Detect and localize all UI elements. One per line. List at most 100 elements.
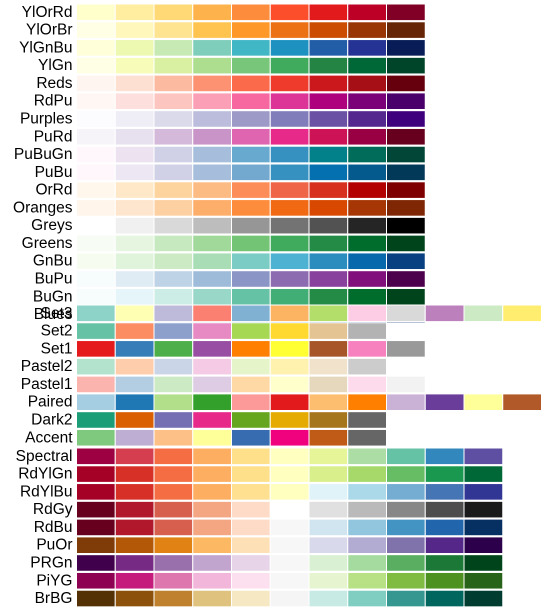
- palette-label: RdYlBu: [20, 483, 73, 500]
- palette-label: Reds: [36, 75, 72, 92]
- color-swatch: [386, 270, 426, 288]
- color-swatch: [308, 92, 349, 111]
- color-swatch: [269, 56, 310, 75]
- color-swatch: [308, 393, 349, 411]
- color-swatch: [308, 483, 349, 501]
- color-swatch: [269, 518, 310, 537]
- color-swatch: [308, 21, 349, 39]
- color-swatch: [153, 181, 194, 199]
- color-swatch: [231, 56, 271, 75]
- color-swatch: [386, 21, 426, 39]
- color-swatch: [192, 199, 232, 217]
- color-swatch: [114, 74, 155, 93]
- palette-label: YlOrRd: [22, 4, 73, 21]
- palette-row-set3: Set3: [41, 304, 542, 323]
- color-swatch: [114, 145, 155, 164]
- color-swatch: [153, 74, 194, 93]
- color-swatch: [308, 74, 349, 93]
- color-swatch: [114, 411, 155, 429]
- color-swatch: [347, 447, 387, 466]
- color-swatch: [386, 39, 426, 57]
- color-swatch: [463, 518, 504, 537]
- color-swatch: [192, 56, 232, 75]
- color-swatch: [463, 536, 504, 555]
- color-swatch: [308, 163, 349, 182]
- color-swatch: [269, 411, 310, 429]
- color-swatch: [347, 411, 387, 429]
- palette-row-accent: Accent: [25, 428, 387, 447]
- color-swatch: [153, 393, 194, 411]
- palette-row-paired: Paired: [28, 393, 542, 411]
- color-swatch: [114, 3, 155, 22]
- color-swatch: [76, 483, 116, 501]
- color-swatch: [114, 571, 155, 590]
- color-swatch: [153, 56, 194, 75]
- color-swatch: [192, 465, 232, 483]
- color-swatch: [269, 3, 310, 22]
- color-swatch: [192, 428, 232, 447]
- color-swatch: [308, 287, 349, 306]
- palette-label: YlGn: [38, 57, 72, 74]
- color-swatch: [231, 357, 271, 376]
- color-swatch: [424, 554, 465, 572]
- color-swatch: [269, 589, 310, 608]
- color-swatch: [269, 483, 310, 501]
- color-swatch: [424, 589, 465, 608]
- color-swatch: [153, 465, 194, 483]
- color-swatch: [153, 518, 194, 537]
- color-swatch: [153, 234, 194, 253]
- color-swatch: [231, 428, 271, 447]
- color-swatch: [231, 216, 271, 235]
- color-swatch: [231, 322, 271, 340]
- color-swatch: [231, 110, 271, 128]
- color-swatch: [153, 163, 194, 182]
- color-swatch: [76, 554, 116, 572]
- palette-row-purd: PuRd: [34, 127, 426, 146]
- color-swatch: [153, 483, 194, 501]
- color-swatch: [386, 3, 426, 22]
- color-swatch: [153, 21, 194, 39]
- color-swatch: [386, 181, 426, 199]
- color-swatch: [308, 252, 349, 271]
- color-swatch: [76, 74, 116, 93]
- palette-label: Set2: [41, 323, 73, 340]
- palette-row-ylgn: YlGn: [38, 56, 426, 75]
- color-swatch: [347, 465, 387, 483]
- color-swatch: [192, 287, 232, 306]
- color-swatch: [308, 554, 349, 572]
- color-swatch: [231, 127, 271, 146]
- palette-group-sequential: YlOrRdYlOrBrYlGnBuYlGnRedsRdPuPurplesPuR…: [13, 3, 426, 324]
- color-swatch: [114, 357, 155, 376]
- palette-row-greys: Greys: [31, 216, 426, 235]
- color-swatch: [153, 216, 194, 235]
- color-swatch: [114, 465, 155, 483]
- color-swatch: [347, 181, 387, 199]
- color-swatch: [231, 163, 271, 182]
- color-swatch: [269, 21, 310, 39]
- color-swatch: [463, 571, 504, 590]
- color-swatch: [231, 304, 271, 323]
- color-swatch: [231, 92, 271, 111]
- palette-row-rdylbu: RdYlBu: [20, 483, 504, 501]
- palette-label: BuPu: [35, 271, 73, 288]
- color-swatch: [424, 518, 465, 537]
- color-swatch: [231, 393, 271, 411]
- palette-label: PuRd: [34, 128, 73, 145]
- color-swatch: [114, 287, 155, 306]
- color-swatch: [386, 252, 426, 271]
- color-swatch: [269, 393, 310, 411]
- color-swatch: [347, 110, 387, 128]
- color-swatch: [231, 39, 271, 57]
- color-swatch: [386, 199, 426, 217]
- color-swatch: [192, 518, 232, 537]
- color-swatch: [463, 483, 504, 501]
- color-swatch: [76, 322, 116, 340]
- color-swatch: [114, 39, 155, 57]
- color-swatch: [76, 500, 116, 519]
- color-swatch: [76, 393, 116, 411]
- palette-group-diverging: SpectralRdYlGnRdYlBuRdGyRdBuPuOrPRGnPiYG…: [16, 447, 504, 608]
- color-swatch: [231, 74, 271, 93]
- color-swatch: [192, 500, 232, 519]
- color-swatch: [347, 428, 387, 447]
- palette-label: OrRd: [35, 182, 72, 199]
